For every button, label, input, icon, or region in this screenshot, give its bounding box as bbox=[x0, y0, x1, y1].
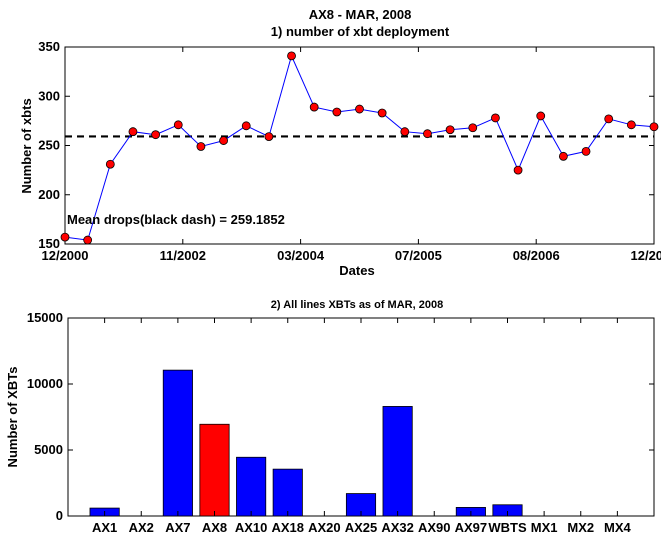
line-chart-axes-box bbox=[64, 46, 655, 245]
y-tick-label: 250 bbox=[38, 138, 60, 153]
data-point bbox=[377, 108, 387, 118]
data-point bbox=[604, 114, 614, 124]
category-label: AX90 bbox=[418, 520, 451, 535]
category-label: AX20 bbox=[308, 520, 341, 535]
data-point bbox=[105, 159, 115, 169]
bar bbox=[382, 406, 413, 517]
category-label: AX25 bbox=[345, 520, 378, 535]
data-point bbox=[400, 127, 410, 137]
category-label: AX32 bbox=[381, 520, 414, 535]
category-label: AX10 bbox=[235, 520, 268, 535]
y-tick-label: 150 bbox=[38, 236, 60, 251]
category-label: AX8 bbox=[202, 520, 227, 535]
bar-chart-ticks: 0 5000 10000 15000 AX1 AX2 AX7 AX8 AX10 AX18 AX20 A… bbox=[27, 310, 654, 535]
category-label: MX4 bbox=[604, 520, 632, 535]
line-chart-title: 1) number of xbt deployment bbox=[271, 24, 450, 39]
y-tick-label: 350 bbox=[38, 39, 60, 54]
y-tick-label: 300 bbox=[38, 88, 60, 103]
data-point bbox=[151, 130, 161, 140]
category-label: AX2 bbox=[129, 520, 154, 535]
line-chart: 1) number of xbt deployment 150 200 250 300… bbox=[19, 24, 661, 278]
category-label: MX2 bbox=[567, 520, 594, 535]
x-tick-label: 07/2005 bbox=[395, 248, 442, 263]
data-point bbox=[626, 120, 636, 130]
bar bbox=[236, 456, 267, 517]
data-point bbox=[332, 107, 342, 117]
y-tick-label: 200 bbox=[38, 187, 60, 202]
x-tick-label: 03/2004 bbox=[277, 248, 325, 263]
data-point bbox=[83, 235, 93, 245]
y-tick-label: 0 bbox=[56, 508, 63, 523]
line-chart-xlabel: Dates bbox=[339, 263, 374, 278]
category-label: WBTS bbox=[488, 520, 527, 535]
line-chart-annotation: Mean drops(black dash) = 259.1852 bbox=[67, 212, 285, 227]
x-tick-label: 12/2000 bbox=[42, 248, 89, 263]
data-point bbox=[309, 102, 319, 112]
bar-chart: 2) All lines XBTs as of MAR, 2008 0 5000 1… bbox=[5, 299, 655, 535]
bar-chart-title: 2) All lines XBTs as of MAR, 2008 bbox=[271, 299, 443, 311]
bar bbox=[162, 369, 193, 517]
data-point bbox=[196, 142, 206, 151]
data-point bbox=[219, 136, 228, 145]
bar bbox=[199, 423, 230, 517]
bar-chart-bars bbox=[89, 369, 523, 517]
x-tick-label: 12/2007 bbox=[631, 248, 661, 263]
bar-chart-axes-box bbox=[67, 317, 655, 517]
category-label: AX97 bbox=[455, 520, 488, 535]
category-label: AX7 bbox=[165, 520, 190, 535]
data-point bbox=[445, 125, 455, 135]
y-tick-label: 5000 bbox=[34, 442, 63, 457]
y-tick-label: 15000 bbox=[27, 310, 63, 325]
figure-title: AX8 - MAR, 2008 bbox=[309, 7, 412, 22]
data-point bbox=[60, 232, 70, 242]
line-chart-ticks: 150 200 250 300 350 12/2000 11/2002 03/2004 07/2… bbox=[38, 39, 661, 263]
category-label: MX1 bbox=[531, 520, 558, 535]
bar bbox=[272, 468, 303, 517]
line-chart-plot bbox=[60, 51, 659, 245]
data-point bbox=[128, 127, 138, 137]
data-point bbox=[241, 121, 251, 131]
data-point bbox=[173, 120, 183, 130]
x-tick-label: 11/2002 bbox=[160, 248, 206, 263]
data-point bbox=[513, 165, 523, 175]
data-point bbox=[423, 129, 432, 139]
data-point bbox=[287, 51, 296, 61]
data-point bbox=[649, 122, 659, 132]
data-point bbox=[558, 151, 568, 161]
data-point bbox=[491, 113, 500, 123]
x-tick-label: 08/2006 bbox=[513, 248, 560, 263]
line-chart-ylabel: Number of xbts bbox=[19, 98, 34, 193]
y-tick-label: 10000 bbox=[27, 376, 63, 391]
category-label: AX18 bbox=[271, 520, 304, 535]
data-point bbox=[355, 104, 364, 114]
category-label: AX1 bbox=[92, 520, 117, 535]
data-point bbox=[468, 123, 478, 133]
bar-chart-ylabel: Number of XBTs bbox=[5, 367, 20, 468]
data-point bbox=[264, 132, 274, 142]
data-point bbox=[536, 111, 546, 121]
data-point bbox=[581, 147, 591, 156]
